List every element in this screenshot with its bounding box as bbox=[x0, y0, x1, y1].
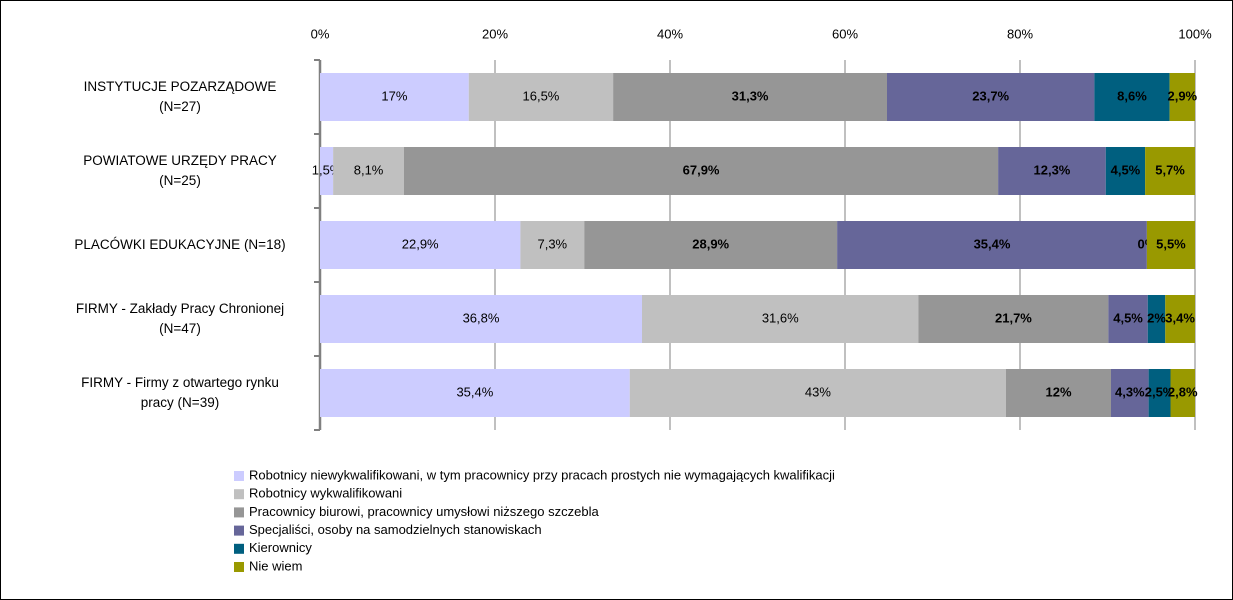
legend-swatch bbox=[234, 525, 244, 536]
legend-label: Nie wiem bbox=[249, 558, 302, 573]
bar-segment bbox=[1094, 73, 1170, 121]
legend-swatch bbox=[234, 507, 244, 518]
legend-label: Pracownicy biurowi, pracownicy umysłowi … bbox=[249, 504, 599, 519]
data-label: 16,5% bbox=[523, 88, 560, 103]
legend-label: Specjaliści, osoby na samodzielnych stan… bbox=[249, 522, 542, 537]
bar-segment bbox=[1169, 73, 1195, 121]
data-label: 31,3% bbox=[732, 88, 769, 103]
bar-segment bbox=[918, 295, 1109, 343]
data-label: 35,4% bbox=[456, 384, 493, 399]
data-label: 36,8% bbox=[463, 310, 500, 325]
bar-segment bbox=[320, 369, 630, 417]
bar-segment bbox=[1105, 147, 1146, 195]
bar-segment bbox=[1145, 147, 1195, 195]
data-label: 5,7% bbox=[1155, 162, 1185, 177]
bar-segment bbox=[320, 147, 334, 195]
data-label: 2,8% bbox=[1168, 384, 1198, 399]
y-tick-label: INSTYTUCJE POZARZĄDOWE (N=27) bbox=[83, 79, 277, 114]
legend-swatch bbox=[234, 489, 244, 500]
data-label: 31,6% bbox=[762, 310, 799, 325]
data-label: 4,5% bbox=[1113, 310, 1143, 325]
y-tick-label: POWIATOWE URZĘDY PRACY (N=25) bbox=[83, 153, 277, 188]
bar-segment bbox=[1108, 295, 1148, 343]
bar-segment bbox=[1170, 369, 1195, 417]
bar-segment bbox=[404, 147, 999, 195]
bar-segment bbox=[584, 221, 838, 269]
bar-segment bbox=[1146, 221, 1195, 269]
bar-segment bbox=[1148, 369, 1171, 417]
x-tick-label: 40% bbox=[657, 26, 683, 41]
data-label: 2% bbox=[1147, 310, 1166, 325]
x-tick-label: 60% bbox=[832, 26, 858, 41]
data-label: 43% bbox=[805, 384, 831, 399]
data-label: 4,5% bbox=[1111, 162, 1141, 177]
data-label: 5,5% bbox=[1156, 236, 1186, 251]
data-label: 23,7% bbox=[972, 88, 1009, 103]
data-label: 2,5% bbox=[1145, 384, 1175, 399]
bar-segment bbox=[1147, 295, 1166, 343]
bar-segment bbox=[468, 73, 614, 121]
data-label: 4,3% bbox=[1115, 384, 1145, 399]
legend-swatch bbox=[234, 562, 244, 572]
legend-label: Robotnicy wykwalifikowani bbox=[249, 486, 402, 501]
x-tick-label: 100% bbox=[1178, 26, 1212, 41]
bar-segment bbox=[333, 147, 404, 195]
bar-segment bbox=[998, 147, 1106, 195]
legend-swatch bbox=[234, 543, 244, 554]
data-label: 3,4% bbox=[1165, 310, 1195, 325]
legend-swatch bbox=[234, 471, 244, 481]
data-label: 12% bbox=[1045, 384, 1071, 399]
legend-label: Robotnicy niewykwalifikowani, w tym prac… bbox=[249, 467, 835, 482]
data-label: 2,9% bbox=[1167, 88, 1197, 103]
data-label: 67,9% bbox=[683, 162, 720, 177]
y-tick-label: FIRMY - Firmy z otwartego rynku pracy (N… bbox=[81, 375, 279, 410]
bar-segment bbox=[1165, 295, 1195, 343]
y-tick-label: PLACÓWKI EDUKACYJNE (N=18) bbox=[74, 237, 286, 252]
y-tick-label: FIRMY - Zakłady Pracy Chronionej (N=47) bbox=[75, 301, 285, 336]
data-label: 35,4% bbox=[974, 236, 1011, 251]
bar-segment bbox=[613, 73, 887, 121]
x-tick-label: 0% bbox=[311, 26, 330, 41]
x-tick-label: 20% bbox=[482, 26, 508, 41]
x-tick-label: 80% bbox=[1007, 26, 1033, 41]
legend-label: Kierownicy bbox=[249, 540, 312, 555]
data-label: 8,1% bbox=[354, 162, 384, 177]
bar-segment bbox=[887, 73, 1095, 121]
bar-segment bbox=[837, 221, 1147, 269]
bar-segment bbox=[320, 295, 642, 343]
data-label: 22,9% bbox=[402, 236, 439, 251]
data-label: 17% bbox=[381, 88, 407, 103]
bar-segment bbox=[642, 295, 919, 343]
bar-segment bbox=[520, 221, 585, 269]
bar-segment bbox=[1111, 369, 1149, 417]
bar-segment bbox=[320, 73, 469, 121]
bar-segment bbox=[1006, 369, 1111, 417]
data-label: 28,9% bbox=[692, 236, 729, 251]
data-label: 7,3% bbox=[537, 236, 567, 251]
bar-segment bbox=[320, 221, 521, 269]
data-label: 21,7% bbox=[995, 310, 1032, 325]
bar-segment bbox=[629, 369, 1006, 417]
data-label: 12,3% bbox=[1034, 162, 1071, 177]
data-label: 8,6% bbox=[1117, 88, 1147, 103]
